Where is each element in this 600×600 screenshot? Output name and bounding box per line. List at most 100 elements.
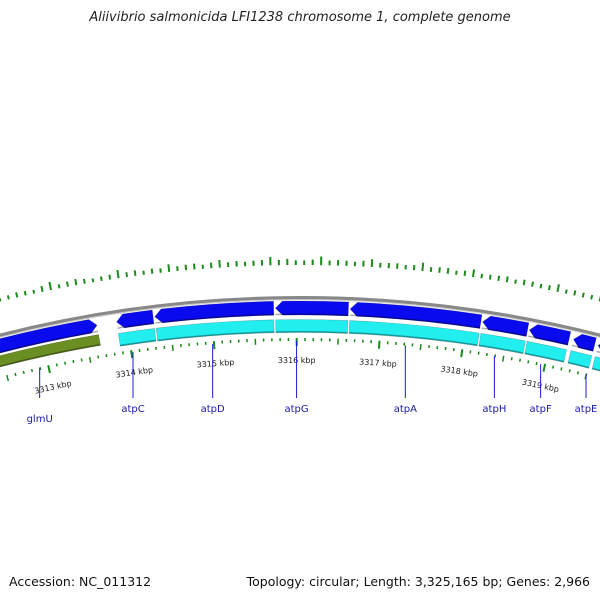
scale-label: 3318 kbp (440, 364, 479, 378)
gc-skew-bar (15, 292, 19, 298)
feature-shadow (349, 314, 481, 329)
gc-skew-bar (522, 279, 526, 286)
gc-skew-bar (74, 278, 78, 286)
map-title: Aliivibrio salmonicida LFI1238 chromosom… (89, 10, 511, 25)
scale-minor-tick (97, 355, 100, 359)
scale-minor-tick (64, 361, 67, 365)
scale-minor-tick (527, 360, 530, 364)
feature-glmU-fwd[interactable] (0, 319, 98, 356)
gc-skew-bar (167, 264, 171, 272)
scale-minor-tick (72, 359, 75, 364)
feature-tracks (0, 300, 600, 385)
scale-minor-tick (39, 366, 42, 371)
feature-atpH-fwd[interactable] (482, 315, 530, 337)
feature-atpG-rev[interactable] (275, 319, 349, 334)
gc-skew-bar (590, 294, 594, 300)
feature-atpA-rev[interactable] (348, 320, 480, 347)
scale-minor-tick (14, 372, 17, 377)
scale-label: 3314 kbp (115, 365, 154, 379)
scale-major-tick (212, 341, 216, 350)
scale-major-tick (377, 340, 381, 349)
gc-skew-bar (488, 274, 492, 280)
scale-minor-tick (519, 358, 522, 362)
feature-atpD-fwd[interactable] (154, 300, 275, 324)
gc-skew-bar (150, 268, 154, 274)
feature-atpB-rev[interactable] (591, 356, 600, 385)
scale-minor-tick (560, 367, 563, 371)
feature-shadow (478, 344, 524, 354)
scale-major-tick (130, 350, 134, 359)
gc-skew-bar (505, 276, 509, 283)
gc-skew-bar (531, 281, 535, 287)
feature-atpA-fwd[interactable] (349, 302, 483, 329)
gene-label[interactable]: atpF (530, 404, 552, 415)
scale-minor-tick (576, 371, 580, 375)
gc-skew-bar (564, 289, 568, 294)
feature-shadow (0, 343, 101, 367)
scale-label: 3315 kbp (196, 358, 234, 370)
scale-major-tick (542, 363, 547, 372)
gc-skew-bar (421, 262, 425, 272)
scale-minor-tick (535, 361, 538, 366)
scale-minor-tick (88, 356, 92, 363)
gc-skew-bar (40, 285, 44, 292)
backbone-arc (0, 296, 600, 338)
feature-shadow (524, 352, 565, 363)
feature-shadow (157, 331, 275, 341)
feature-atpC-rev[interactable] (117, 328, 157, 347)
scale-major-tick (47, 365, 51, 374)
gene-label[interactable]: atpC (121, 404, 144, 415)
gene-label[interactable]: atpE (575, 404, 598, 415)
gc-skew-bar (32, 289, 36, 294)
gc-skew-bar (142, 270, 145, 275)
gc-skew-bar (556, 284, 560, 292)
scale-label: 3317 kbp (359, 357, 397, 369)
feature-glmU-other[interactable] (0, 334, 101, 369)
feature-atpF-fwd[interactable] (528, 324, 572, 346)
feature-atpG-fwd[interactable] (274, 300, 350, 317)
gc-skew-bar (23, 290, 27, 296)
gc-skew-bar (65, 281, 69, 287)
feature-shadow (275, 331, 348, 334)
scale-minor-tick (171, 344, 174, 351)
gene-label[interactable]: atpG (284, 404, 308, 415)
gc-skew-bar (497, 275, 501, 281)
feature-atpC-fwd[interactable] (116, 309, 155, 329)
scale-minor-tick (6, 374, 10, 382)
backbone-highlight (0, 299, 600, 338)
gc-skew-bar (91, 278, 95, 283)
gc-skew-bar (82, 278, 86, 284)
feature-atpH-rev[interactable] (478, 332, 526, 355)
feature-shadow (120, 339, 157, 347)
gc-skew-bar (6, 295, 10, 300)
gc-skew-bar (184, 264, 188, 271)
gc-skew-bar (514, 279, 517, 284)
scale-minor-tick (30, 368, 34, 373)
gc-skew-bar (125, 272, 128, 278)
feature-shadow (596, 350, 600, 354)
gc-skew-bar (116, 269, 120, 279)
gc-skew-bar (472, 269, 476, 278)
gc-skew-bar (463, 270, 467, 277)
feature-atpE-rev[interactable] (567, 350, 593, 369)
backbone-track (0, 296, 600, 338)
scale-minor-tick (22, 370, 25, 375)
scale-minor-tick (55, 363, 58, 367)
gc-skew-track (0, 256, 600, 302)
gene-label[interactable]: atpD (201, 404, 225, 415)
gc-skew-bar (57, 284, 61, 289)
feature-shadow (275, 313, 349, 316)
gc-skew-bar (446, 267, 450, 274)
scale-minor-tick (510, 357, 513, 361)
feature-atpE-fwd[interactable] (573, 333, 597, 352)
feature-atpF-rev[interactable] (524, 340, 568, 363)
genome-summary: Topology: circular; Length: 3,325,165 bp… (246, 574, 590, 589)
feature-atpD-rev[interactable] (155, 319, 275, 342)
gene-label[interactable]: atpA (394, 404, 417, 415)
gc-skew-bar (429, 266, 433, 272)
gc-skew-bar (455, 270, 458, 275)
feature-shadow (481, 327, 527, 337)
gene-label[interactable]: atpH (482, 404, 506, 415)
gene-label[interactable]: glmU (27, 414, 53, 425)
